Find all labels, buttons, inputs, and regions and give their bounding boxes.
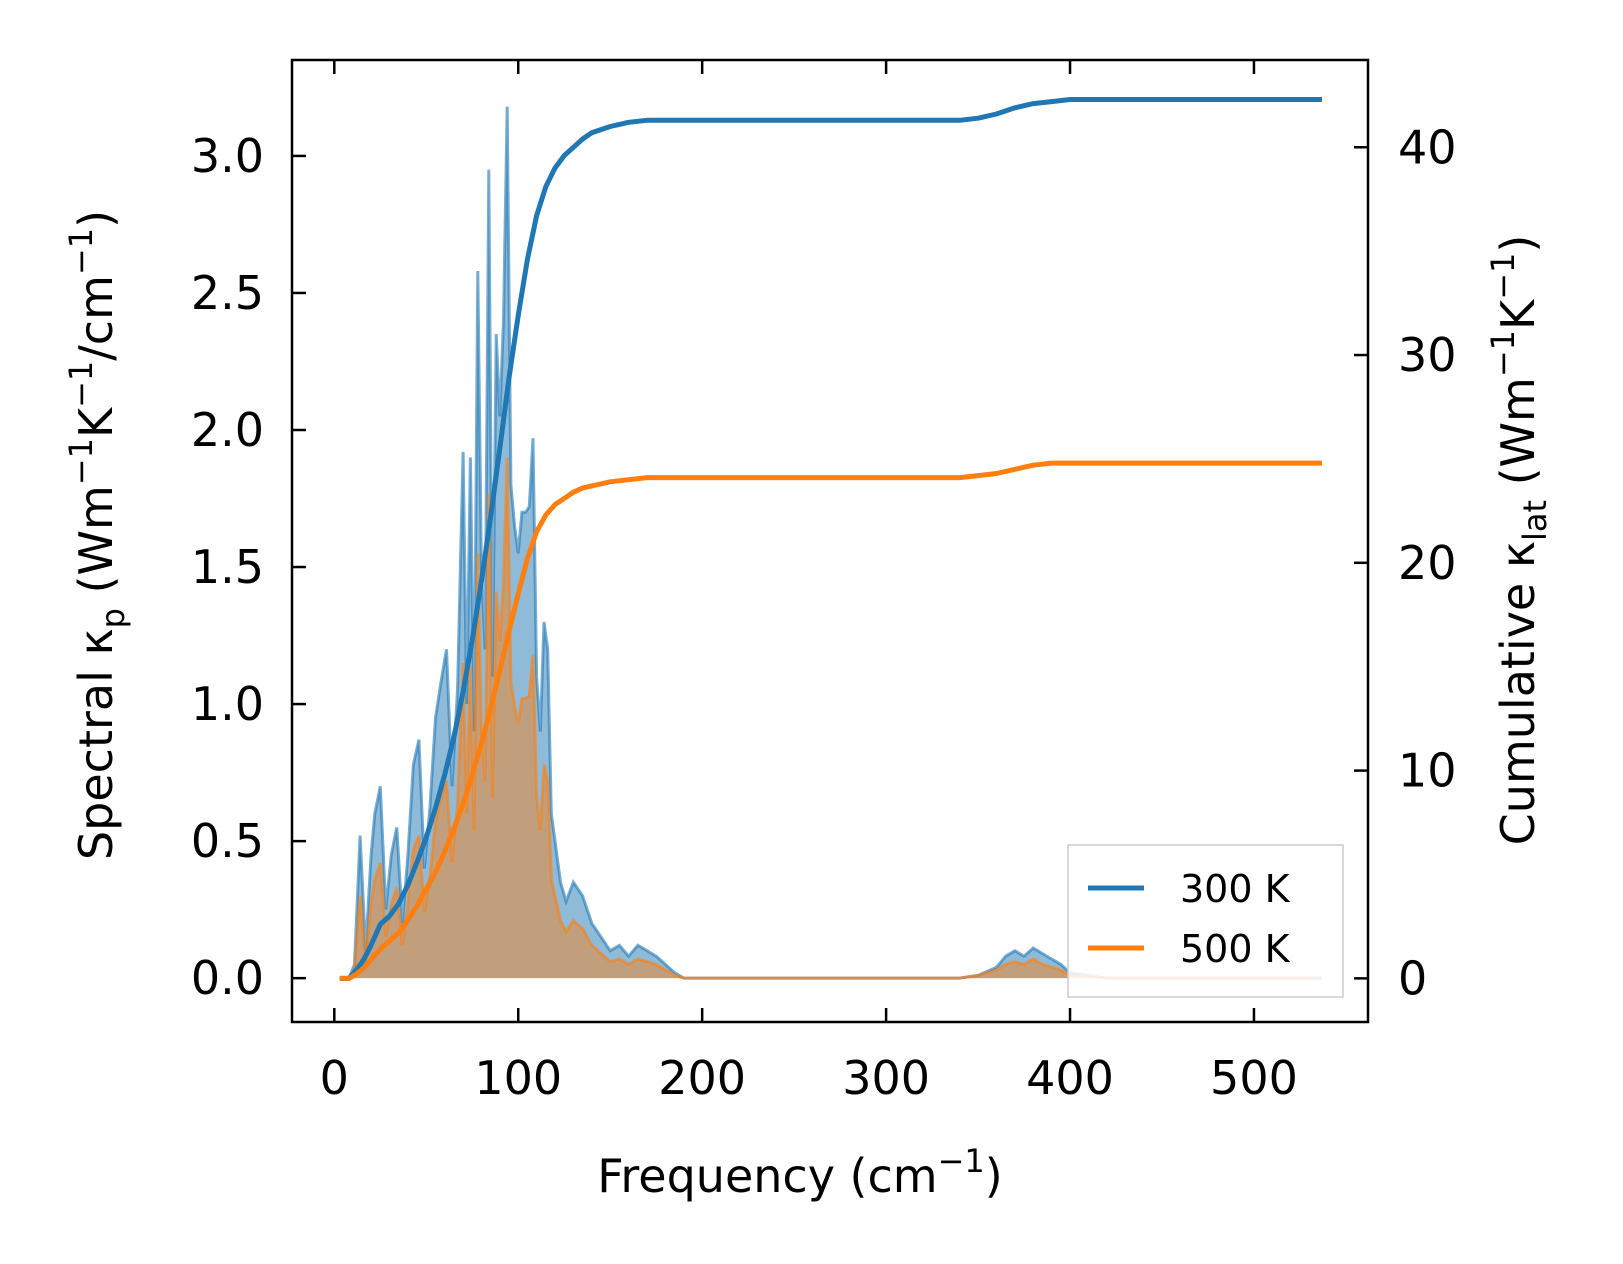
spectral-fills xyxy=(339,106,1322,980)
y-right-tick-label: 0 xyxy=(1398,951,1427,1005)
y-axis-right-label: Cumulative κlat (Wm−1K−1) xyxy=(1484,235,1554,846)
x-tick-label: 500 xyxy=(1210,1051,1298,1105)
legend-box xyxy=(1067,844,1344,998)
y-left-tick-label: 1.5 xyxy=(191,540,264,594)
spectral-edge-500k xyxy=(339,457,1322,980)
spectral-fill-300k xyxy=(339,106,1322,979)
cumulative-line-500k xyxy=(339,460,1322,981)
legend: 300 K 500 K xyxy=(1067,844,1344,998)
plot-area xyxy=(339,97,1322,981)
x-axis: 0 100 200 300 400 500 xyxy=(320,60,1298,1105)
spectral-fill-500k xyxy=(339,457,1322,979)
y-left-tick-label: 2.5 xyxy=(191,266,264,320)
y-axis-left: 0.0 0.5 1.0 1.5 2.0 2.5 3.0 xyxy=(191,129,306,1005)
y-left-tick-label: 2.0 xyxy=(191,403,264,457)
plot-frame xyxy=(290,58,1370,1024)
y-right-tick-label: 40 xyxy=(1398,120,1457,174)
x-tick-label: 400 xyxy=(1026,1051,1114,1105)
y-left-tick-label: 0.0 xyxy=(191,951,264,1005)
y-left-tick-label: 3.0 xyxy=(191,129,264,183)
x-tick-label: 100 xyxy=(474,1051,562,1105)
legend-label-300k: 300 K xyxy=(1180,867,1291,911)
x-axis-label: Frequency (cm−1) xyxy=(597,1142,1002,1203)
legend-label-500k: 500 K xyxy=(1180,927,1291,971)
x-tick-label: 0 xyxy=(320,1051,349,1105)
cumulative-lines xyxy=(339,97,1322,981)
y-left-tick-label: 0.5 xyxy=(191,814,264,868)
y-right-tick-label: 20 xyxy=(1398,536,1457,590)
y-left-tick-label: 1.0 xyxy=(191,677,264,731)
y-axis-left-label: Spectral κp (Wm−1K−1/cm−1) xyxy=(62,210,132,860)
y-right-tick-label: 10 xyxy=(1398,744,1457,798)
cumulative-line-300k xyxy=(339,97,1322,981)
x-tick-label: 200 xyxy=(658,1051,746,1105)
y-axis-right: 0 10 20 30 40 xyxy=(1354,120,1457,1005)
y-right-tick-label: 30 xyxy=(1398,328,1457,382)
x-tick-label: 300 xyxy=(842,1051,930,1105)
